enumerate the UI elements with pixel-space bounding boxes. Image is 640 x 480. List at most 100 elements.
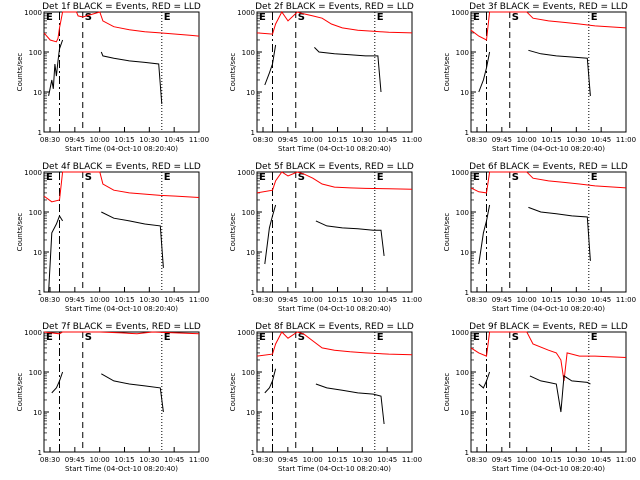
chart-title: Det 4f BLACK = Events, RED = LLD [42,162,201,172]
event-marker-label: E [164,12,171,23]
chart-title: Det 1f BLACK = Events, RED = LLD [42,2,201,12]
x-axis-label: Start Time (04-Oct-10 08:20:40) [65,145,178,153]
y-tick-label: 10 [33,89,42,97]
event-marker-label: E [46,12,53,23]
event-marker-label: S [85,172,92,183]
y-axis-label: Counts/sec [16,53,24,92]
x-tick-label: 10:15 [327,456,347,464]
lld-series-line [470,11,627,41]
event-marker-label: S [85,12,92,23]
x-tick-label: 10:30 [139,136,159,144]
x-tick-label: 10:30 [139,456,159,464]
event-marker-label: E [473,332,480,343]
lld-series-line [256,11,413,35]
event-marker-label: E [377,332,384,343]
lld-series-line [43,331,200,335]
y-tick-label: 1000 [24,329,42,337]
x-axis-label: Start Time (04-Oct-10 08:20:40) [278,465,391,473]
x-tick-label: 10:00 [90,296,110,304]
x-tick-label: 10:45 [591,296,611,304]
detector-panel: Det 4f BLACK = Events, RED = LLD 1 10 100 10… [16,162,209,313]
events-series-line [48,211,164,293]
y-tick-label: 10 [246,89,255,97]
chart-title: Det 7f BLACK = Events, RED = LLD [42,322,201,332]
y-axis-label: Counts/sec [229,373,237,412]
x-tick-label: 10:15 [114,456,134,464]
x-tick-label: 10:30 [566,456,586,464]
x-tick-label: 08:30 [40,296,60,304]
x-axis-label: Start Time (04-Oct-10 08:20:40) [65,305,178,313]
events-series-line [264,204,385,265]
x-tick-label: 10:15 [327,136,347,144]
x-axis-label: Start Time (04-Oct-10 08:20:40) [492,305,605,313]
x-axis-label: Start Time (04-Oct-10 08:20:40) [65,465,178,473]
event-marker-label: E [259,332,266,343]
y-tick-label: 100 [242,369,255,377]
x-tick-label: 10:30 [352,296,372,304]
y-tick-label: 1000 [24,9,42,17]
lld-series-line [43,171,200,203]
y-tick-label: 1000 [237,9,255,17]
y-tick-label: 1000 [237,169,255,177]
x-tick-label: 08:30 [467,456,487,464]
x-tick-label: 08:30 [40,456,60,464]
x-tick-label: 10:00 [517,296,537,304]
plot-frame [470,11,627,133]
event-marker-label: E [591,172,598,183]
y-tick-label: 100 [29,209,42,217]
x-tick-label: 10:00 [90,456,110,464]
x-tick-label: 09:45 [492,136,512,144]
x-tick-label: 10:45 [164,296,184,304]
x-tick-label: 08:30 [467,136,487,144]
plot-frame [43,171,200,293]
event-marker-label: S [512,12,519,23]
x-axis-label: Start Time (04-Oct-10 08:20:40) [492,145,605,153]
y-tick-label: 1 [465,449,469,457]
events-series-line [48,39,163,105]
lld-series-line [256,171,413,194]
events-series-line [478,204,591,265]
y-axis-label: Counts/sec [443,53,451,92]
event-marker-label: E [591,12,598,23]
y-axis-label: Counts/sec [229,213,237,252]
event-marker-label: E [259,172,266,183]
event-marker-label: E [164,332,171,343]
event-marker-label: E [377,172,384,183]
event-marker-label: E [377,12,384,23]
x-tick-label: 10:00 [303,296,323,304]
x-tick-label: 11:00 [402,136,422,144]
event-marker-label: S [512,172,519,183]
detector-panel: Det 6f BLACK = Events, RED = LLD 1 10 100 10… [443,162,636,313]
detector-panel: Det 9f BLACK = Events, RED = LLD 1 10 100 10… [443,322,636,473]
events-series-line [478,371,591,413]
x-tick-label: 10:30 [352,136,372,144]
chart-title: Det 3f BLACK = Events, RED = LLD [469,2,628,12]
y-tick-label: 100 [456,49,469,57]
chart-title: Det 8f BLACK = Events, RED = LLD [255,322,414,332]
y-tick-label: 10 [460,249,469,257]
event-marker-label: E [164,172,171,183]
x-tick-label: 10:45 [164,456,184,464]
y-tick-label: 1000 [237,329,255,337]
x-tick-label: 10:45 [377,456,397,464]
x-tick-label: 11:00 [616,136,636,144]
y-tick-label: 1000 [24,169,42,177]
x-tick-label: 10:15 [541,456,561,464]
detector-panel: Det 3f BLACK = Events, RED = LLD 1 10 100 10… [443,2,636,153]
plot-frame [256,171,413,293]
event-marker-label: E [591,332,598,343]
x-tick-label: 11:00 [402,296,422,304]
y-tick-label: 10 [33,409,42,417]
x-tick-label: 10:15 [541,136,561,144]
y-tick-label: 10 [460,409,469,417]
x-tick-label: 09:45 [278,136,298,144]
y-tick-label: 100 [456,209,469,217]
event-marker-label: E [46,172,53,183]
lld-series-line [43,11,200,43]
x-tick-label: 10:45 [164,136,184,144]
x-tick-label: 11:00 [402,456,422,464]
detector-panel: Det 5f BLACK = Events, RED = LLD 1 10 100 10… [229,162,422,313]
x-axis-label: Start Time (04-Oct-10 08:20:40) [278,305,391,313]
y-tick-label: 1000 [451,9,469,17]
x-tick-label: 08:30 [467,296,487,304]
